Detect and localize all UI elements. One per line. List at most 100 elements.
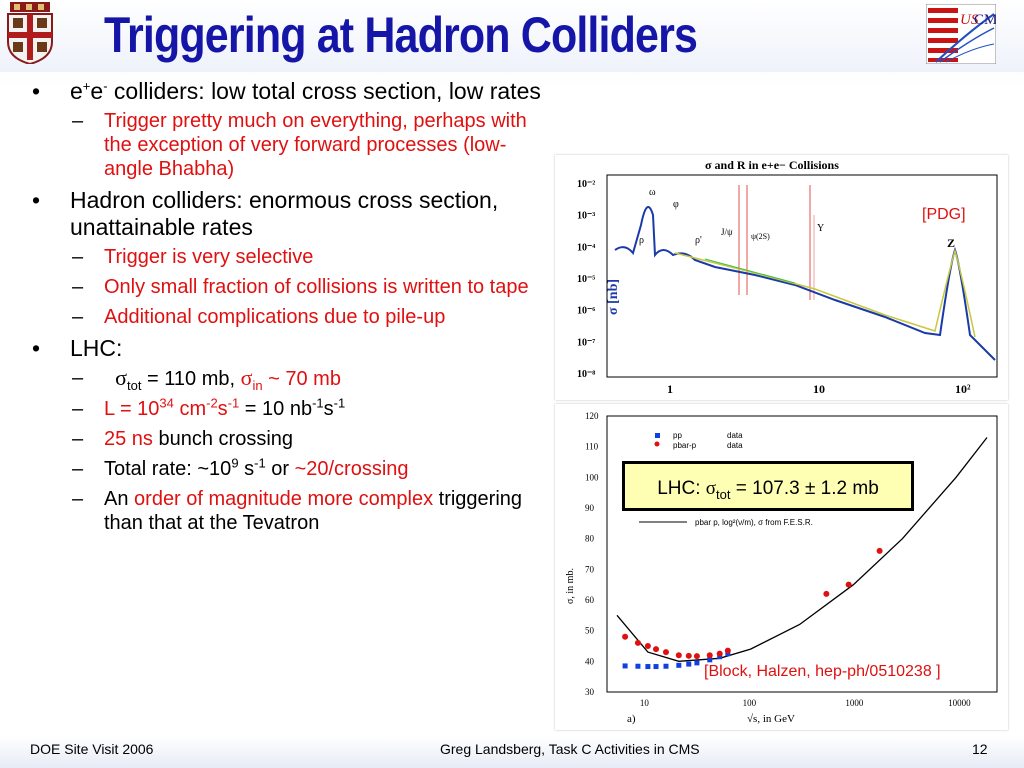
sub-bullet-text: L = 10	[104, 398, 160, 420]
dash: –	[72, 110, 84, 132]
x-tick-label: 10000	[948, 698, 971, 708]
sub-bullet-text: Trigger pretty much on everything, perha…	[104, 110, 527, 180]
superscript: -1	[312, 395, 324, 411]
sub-bullet-text: cm	[173, 398, 207, 420]
lhc-cross-section-box: LHC: σtot = 107.3 ± 1.2 mb	[622, 461, 914, 511]
bullet-text: colliders: low total cross section, low …	[107, 78, 541, 104]
sub-bullet-text: Additional complications due to pile-up	[104, 306, 446, 328]
sub-bullet-text: bunch crossing	[152, 428, 294, 450]
theory-curve	[674, 248, 976, 338]
superscript: +	[82, 78, 91, 94]
slide-body: • e+e- colliders: low total cross sectio…	[30, 78, 550, 541]
panel-label: a)	[627, 713, 636, 725]
legend-data-label: data	[727, 441, 743, 450]
y-axis-label: σ, in mb.	[565, 568, 576, 604]
sub-bullet-complexity: – An order of magnitude more complex trig…	[58, 487, 550, 535]
footer-center: Greg Landsberg, Task C Activities in CMS	[440, 741, 700, 757]
ee-cross-section-chart: σ and R in e+e− Collisions σ [nb] 10⁻² 10…	[577, 158, 998, 396]
fit-legend-label: pbar p, log²(ν/m), σ from F.E.S.R.	[695, 518, 813, 527]
ee-cross-section-figure: σ and R in e+e− Collisions σ [nb] 10⁻² 10…	[555, 155, 1008, 400]
x-tick-label: 1000	[845, 698, 864, 708]
bullet-text: Hadron colliders: enormous cross section…	[70, 187, 499, 240]
plot-frame	[606, 174, 998, 378]
jpsi-label: J/ψ	[721, 227, 733, 237]
sub-bullet: – Trigger is very selective	[58, 245, 550, 269]
sub-bullet: – Additional complications due to pile-up	[58, 305, 550, 329]
plot-frame	[606, 415, 998, 693]
pp-data-point	[635, 663, 641, 669]
sub-bullet-text: s	[238, 458, 255, 480]
upsilon-label: Υ	[817, 223, 824, 234]
sigma-symbol: σ	[240, 365, 253, 390]
legend-pp-marker	[655, 433, 660, 438]
sub-bullet-text: Trigger is very selective	[104, 246, 314, 268]
superscript: 34	[159, 395, 174, 411]
sub-bullet-text: ~20/crossing	[294, 458, 409, 480]
dash: –	[72, 458, 84, 480]
y-tick-label: 80	[585, 534, 595, 544]
sub-bullet-text: triggering than that at the Tevatron	[104, 488, 523, 534]
bullet-text: e	[90, 78, 104, 104]
sub-bullet-text: = 110 mb,	[141, 368, 241, 390]
svg-text:US: US	[960, 12, 979, 28]
sub-bullet: – Trigger pretty much on everything, perh…	[58, 109, 550, 181]
bullet-lhc: • LHC: – σtot = 110 mb, σin ~ 70 mb – L =…	[30, 335, 550, 535]
pbarp-data-point	[685, 652, 692, 659]
footer-left: DOE Site Visit 2006	[30, 741, 154, 757]
dash: –	[72, 306, 84, 328]
bullet-text: e	[70, 78, 83, 104]
sub-bullet-text: Only small fraction of collisions is wri…	[104, 276, 529, 298]
bullet-dot: •	[32, 187, 41, 213]
y-tick-label: 10⁻⁷	[577, 337, 595, 348]
sub-bullet-bunch-crossing: –25 ns bunch crossing	[58, 427, 550, 451]
y-tick-label: 120	[585, 411, 599, 421]
pbarp-data-point	[823, 590, 830, 597]
rho-prime-label: ρ'	[695, 235, 702, 246]
pbarp-data-point	[845, 581, 852, 588]
subscript: tot	[126, 378, 142, 393]
superscript: 9	[231, 455, 239, 471]
y-tick-label: 70	[585, 564, 595, 574]
sub-bullet-text: = 10 nb	[239, 398, 313, 420]
bullet-dot: •	[32, 78, 41, 104]
pp-data-point	[717, 654, 723, 660]
pp-data-point	[653, 664, 659, 670]
y-tick-label: 10⁻⁴	[577, 242, 595, 253]
lhc-label: LHC:	[657, 478, 706, 499]
pbarp-data-point	[706, 652, 713, 659]
pp-data-point	[725, 651, 731, 657]
x-tick-label: 10	[813, 382, 825, 396]
sub-bullet-total-rate: – Total rate: ~109 s-1 or ~20/crossing	[58, 455, 550, 481]
y-tick-label: 100	[585, 472, 599, 482]
y-tick-label: 50	[585, 626, 595, 636]
psi2s-label: ψ(2S)	[751, 232, 770, 241]
sub-bullet: – Only small fraction of collisions is wr…	[58, 275, 550, 299]
x-tick-label: 100	[743, 698, 757, 708]
total-cross-section-figure: σ, in mb. √s, in GeV a) 120 110 100 90 80 70 6…	[555, 404, 1008, 730]
dash: –	[72, 428, 84, 450]
pbarp-data-point	[693, 653, 700, 660]
pbarp-data-point	[622, 633, 629, 640]
cross-section-curve	[614, 206, 996, 361]
page-number: 12	[972, 741, 988, 757]
y-tick-label: 10⁻²	[577, 179, 595, 190]
footer-bar	[0, 736, 1024, 768]
pbarp-data-point	[662, 649, 669, 656]
y-tick-label: 10⁻⁸	[577, 369, 595, 380]
dash: –	[72, 398, 84, 420]
svg-text:CMS: CMS	[974, 12, 996, 28]
pbarp-data-point	[724, 647, 731, 654]
bullet-dot: •	[32, 335, 41, 361]
pbarp-data-point	[675, 652, 682, 659]
y-tick-label: 30	[585, 687, 595, 697]
superscript: -1	[227, 395, 240, 411]
pp-data-point	[622, 663, 628, 669]
slide-title: Triggering at Hadron Colliders	[104, 7, 698, 63]
sub-bullet-text: s	[323, 398, 334, 420]
pp-data-point	[686, 661, 692, 667]
dash: –	[72, 367, 84, 389]
dash: –	[72, 246, 84, 268]
sub-bullet-text: or	[265, 458, 295, 480]
superscript: -	[103, 78, 108, 94]
sub-bullet-text: s	[217, 398, 228, 420]
